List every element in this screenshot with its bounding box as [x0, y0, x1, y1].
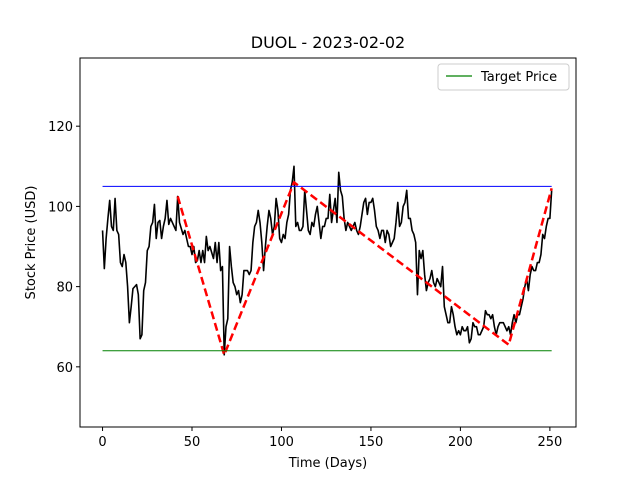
- legend-label-target-price: Target Price: [480, 70, 557, 85]
- axes: 0 50 100 150 200 250 60 80 100 120: [48, 120, 562, 450]
- y-tick-label: 80: [56, 281, 73, 296]
- x-tick-label: 200: [448, 435, 473, 450]
- axes-frame: [79, 57, 577, 428]
- price-series-line: [101, 165, 553, 356]
- zigzag-trend-line: [176, 181, 553, 357]
- x-tick-label: 100: [269, 435, 294, 450]
- y-tick-label: 100: [48, 200, 73, 215]
- x-axis-label: Time (Days): [288, 456, 368, 471]
- y-axis-label: Stock Price (USD): [24, 186, 39, 300]
- x-tick-label: 150: [359, 435, 384, 450]
- y-tick-label: 60: [56, 361, 73, 376]
- x-tick-label: 50: [184, 435, 201, 450]
- y-tick-label: 120: [48, 120, 73, 135]
- legend-box: [437, 63, 570, 91]
- x-tick-label: 0: [98, 435, 106, 450]
- chart-title: DUOL - 2023-02-02: [251, 33, 405, 52]
- plot-area: [101, 165, 553, 357]
- legend: Target Price: [437, 63, 570, 91]
- x-tick-label: 250: [537, 435, 562, 450]
